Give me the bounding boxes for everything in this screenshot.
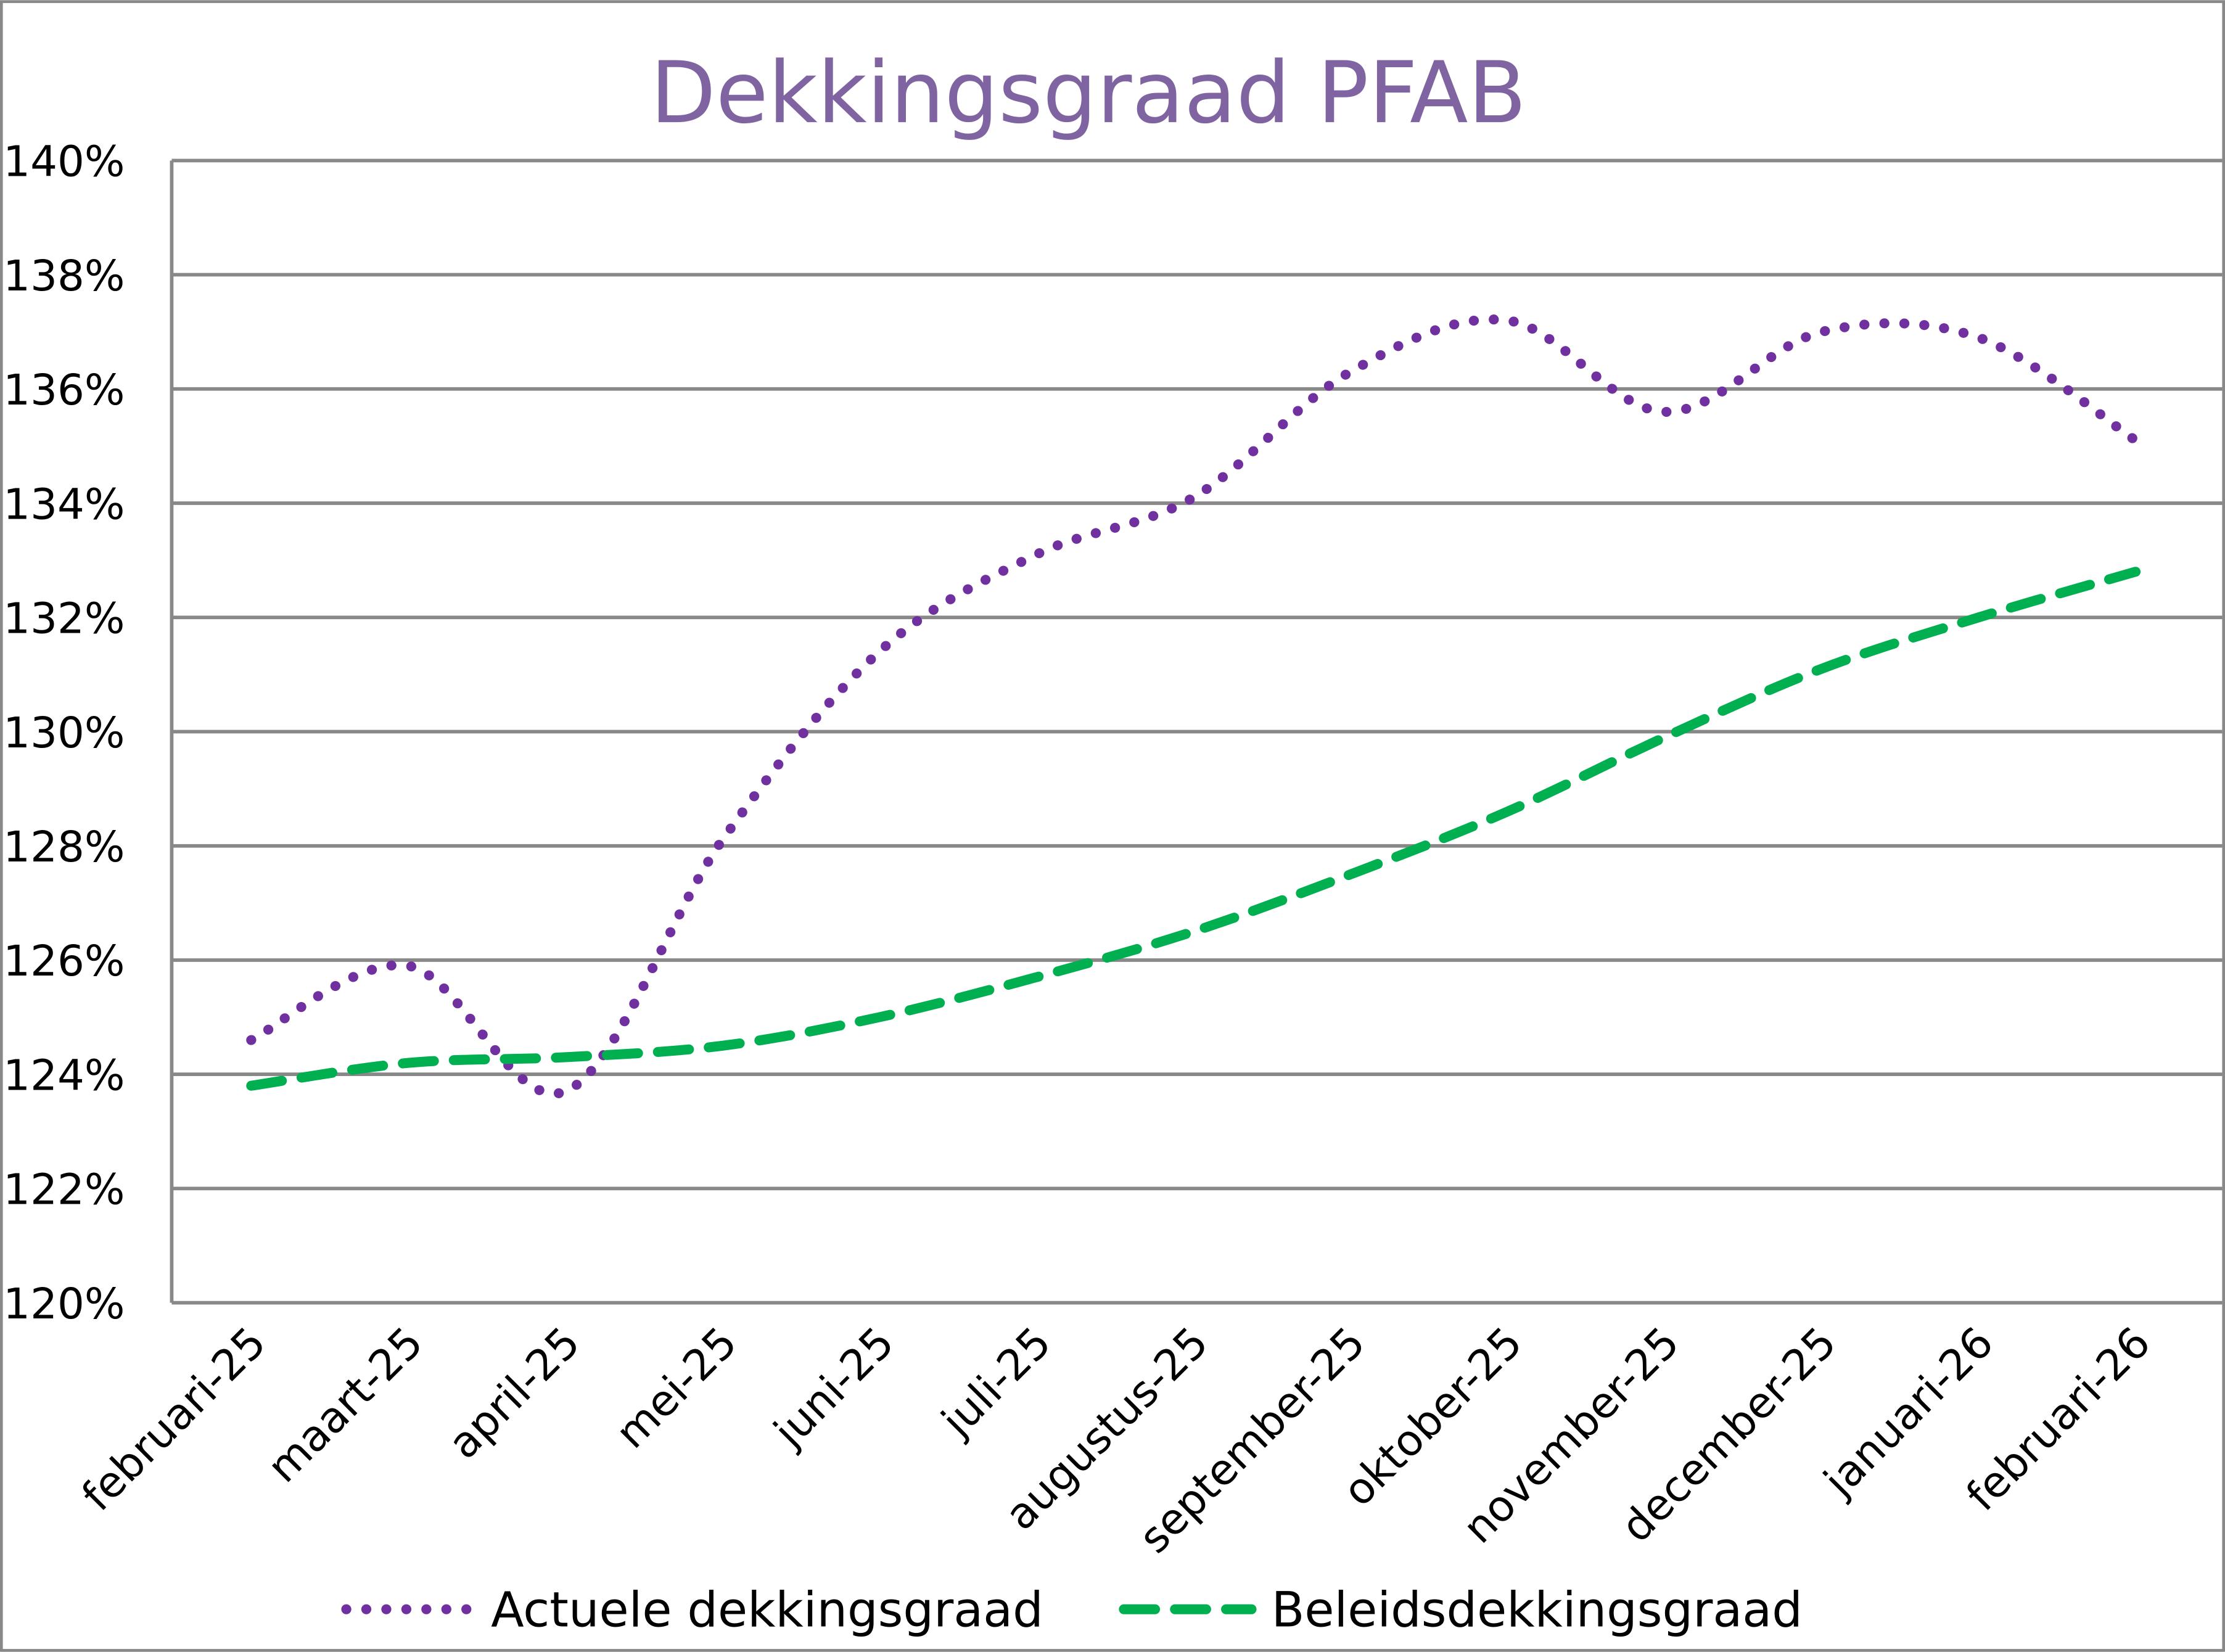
y-tick-label: 126% [3, 937, 125, 986]
y-tick-label: 124% [3, 1051, 125, 1100]
y-tick-label: 122% [3, 1165, 125, 1215]
chart-title: Dekkingsgraad PFAB [651, 43, 1527, 142]
y-tick-label: 138% [3, 252, 125, 301]
y-tick-label: 120% [3, 1280, 125, 1329]
y-tick-label: 130% [3, 709, 125, 758]
y-tick-label: 132% [3, 594, 125, 644]
legend-label: Actuele dekkingsgraad [491, 1582, 1043, 1638]
y-tick-label: 140% [3, 138, 125, 187]
legend-label: Beleidsdekkingsgraad [1272, 1582, 1803, 1638]
y-tick-label: 134% [3, 480, 125, 529]
series-line-0 [246, 314, 2141, 1099]
y-tick-label: 128% [3, 823, 125, 872]
y-tick-label: 136% [3, 366, 125, 415]
